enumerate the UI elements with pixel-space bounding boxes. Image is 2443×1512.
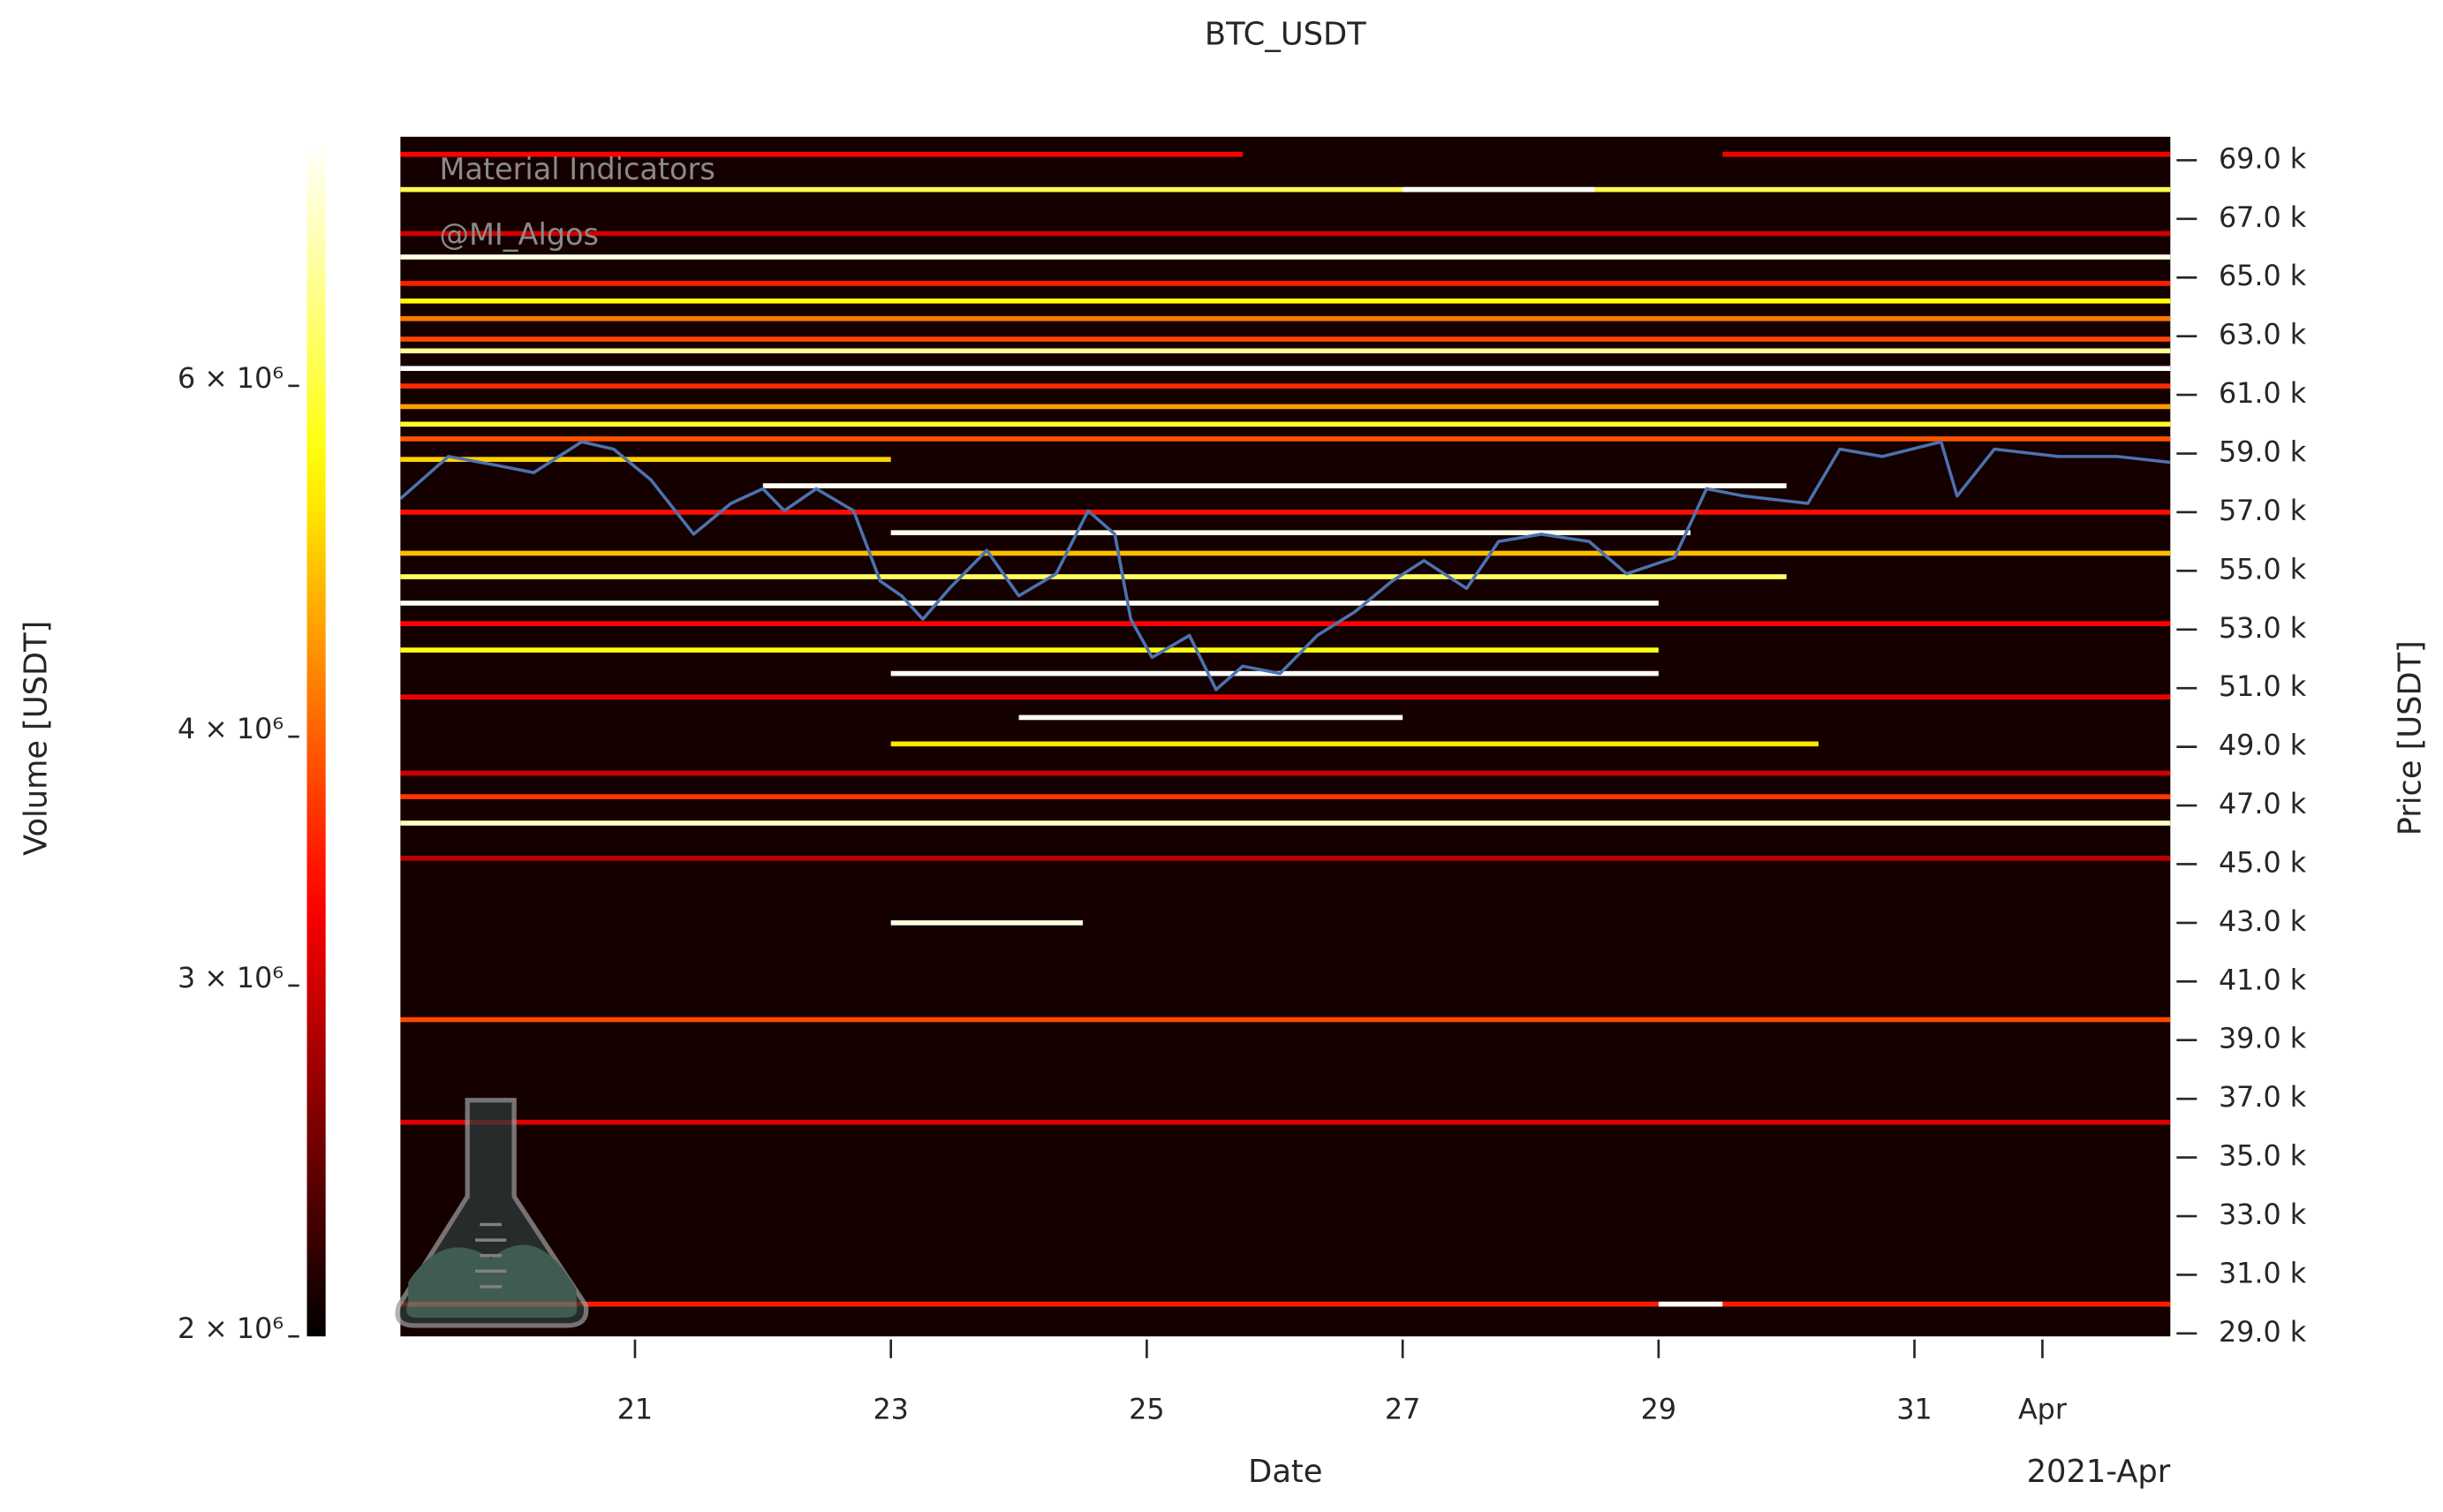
heatmap-band bbox=[400, 336, 2171, 342]
y-tick-label: 39.0 k bbox=[2219, 1024, 2307, 1055]
heatmap-band bbox=[400, 436, 2171, 442]
y-tick-label: 35.0 k bbox=[2219, 1141, 2307, 1173]
y-tick-label: 45.0 k bbox=[2219, 847, 2307, 879]
heatmap-band bbox=[400, 770, 2171, 776]
heatmap-band bbox=[1722, 151, 2171, 157]
heatmap-band bbox=[400, 254, 2171, 260]
heatmap-band bbox=[762, 483, 1787, 488]
heatmap-band bbox=[1018, 714, 1403, 721]
y-tick-label: 37.0 k bbox=[2219, 1082, 2307, 1114]
heatmap-band bbox=[400, 1301, 2171, 1307]
y-tick-label: 41.0 k bbox=[2219, 964, 2307, 996]
heatmap-band bbox=[1658, 1301, 1723, 1307]
heatmap-band bbox=[400, 421, 2171, 427]
flask-marks bbox=[475, 1222, 507, 1289]
y-tick-label: 53.0 k bbox=[2219, 613, 2307, 645]
heatmap-band bbox=[400, 647, 1659, 653]
y-tick-label: 57.0 k bbox=[2219, 495, 2307, 527]
y-tick-label: 65.0 k bbox=[2219, 261, 2307, 292]
heatmap-band bbox=[400, 794, 2171, 799]
heatmap-band bbox=[400, 404, 2171, 410]
colorbar-label: Volume [USDT] bbox=[18, 621, 54, 856]
heatmap-band bbox=[400, 621, 2171, 626]
flask-liquid bbox=[406, 1244, 578, 1319]
heatmap-band bbox=[400, 366, 2171, 372]
y-tick-label: 59.0 k bbox=[2219, 437, 2307, 469]
colorbar-tick-label: 3 × 10⁶ bbox=[178, 963, 284, 994]
y-tick-label: 67.0 k bbox=[2219, 202, 2307, 234]
price-line-group bbox=[400, 440, 2171, 692]
y-tick-label: 49.0 k bbox=[2219, 730, 2307, 762]
y-tick-label: 43.0 k bbox=[2219, 906, 2307, 938]
y-tick-label: 61.0 k bbox=[2219, 378, 2307, 410]
x-tick-label: 31 bbox=[1896, 1395, 1932, 1426]
heatmap-band bbox=[400, 315, 2171, 321]
heatmap-band bbox=[1403, 186, 1595, 193]
heatmap-band bbox=[400, 299, 2171, 304]
heatmap-band bbox=[400, 348, 2171, 354]
colorbar bbox=[306, 144, 326, 1337]
y-tick-label: 51.0 k bbox=[2219, 671, 2307, 703]
x-axis-label: Date bbox=[1248, 1454, 1322, 1490]
flask-logo bbox=[395, 1098, 589, 1328]
heatmap bbox=[400, 151, 2171, 1307]
heatmap-band bbox=[400, 550, 2171, 556]
x-tick-label: 25 bbox=[1129, 1395, 1164, 1426]
heatmap-band bbox=[400, 1017, 2171, 1023]
heatmap-band bbox=[400, 574, 1787, 579]
heatmap-band bbox=[400, 231, 2171, 237]
price-line bbox=[400, 440, 2171, 692]
heatmap-band bbox=[890, 920, 1083, 926]
y-tick-label: 33.0 k bbox=[2219, 1199, 2307, 1231]
heatmap-band bbox=[400, 281, 2171, 286]
heatmap-band bbox=[400, 186, 2171, 193]
heatmap-band bbox=[890, 530, 1691, 536]
heatmap-band bbox=[400, 510, 2171, 515]
heatmap-band bbox=[890, 741, 1819, 747]
x-tick-label: 27 bbox=[1385, 1395, 1420, 1426]
x-tick-label: 21 bbox=[617, 1395, 653, 1426]
heatmap-band bbox=[400, 856, 2171, 861]
y-axis-label: Price [USDT] bbox=[2393, 640, 2429, 835]
y-tick-label: 63.0 k bbox=[2219, 320, 2307, 352]
y-tick-label: 29.0 k bbox=[2219, 1317, 2307, 1349]
heatmap-band bbox=[400, 383, 2171, 389]
colorbar-tick-label: 6 × 10⁶ bbox=[178, 363, 284, 395]
x-tick-label: 29 bbox=[1641, 1395, 1676, 1426]
colorbar-tick-label: 4 × 10⁶ bbox=[178, 714, 284, 745]
heatmap-band bbox=[400, 601, 1659, 606]
y-tick-label: 31.0 k bbox=[2219, 1258, 2307, 1289]
heatmap-band bbox=[400, 1119, 2171, 1125]
chart-title: BTC_USDT bbox=[1205, 16, 1366, 52]
x-tick-label: Apr bbox=[2018, 1395, 2068, 1426]
heatmap-band bbox=[400, 694, 2171, 699]
heatmap-band bbox=[400, 457, 891, 462]
x-tick-label: 23 bbox=[873, 1395, 908, 1426]
y-tick-label: 47.0 k bbox=[2219, 789, 2307, 820]
x-offset-label: 2021-Apr bbox=[2027, 1454, 2171, 1490]
watermark: @MI_Algos bbox=[439, 217, 599, 252]
heatmap-band bbox=[400, 820, 2171, 826]
heatmap-band bbox=[400, 151, 1244, 157]
y-tick-label: 69.0 k bbox=[2219, 143, 2307, 175]
y-tick-label: 55.0 k bbox=[2219, 554, 2307, 586]
colorbar-tick-label: 2 × 10⁶ bbox=[178, 1313, 284, 1345]
watermark: Material Indicators bbox=[439, 152, 715, 186]
